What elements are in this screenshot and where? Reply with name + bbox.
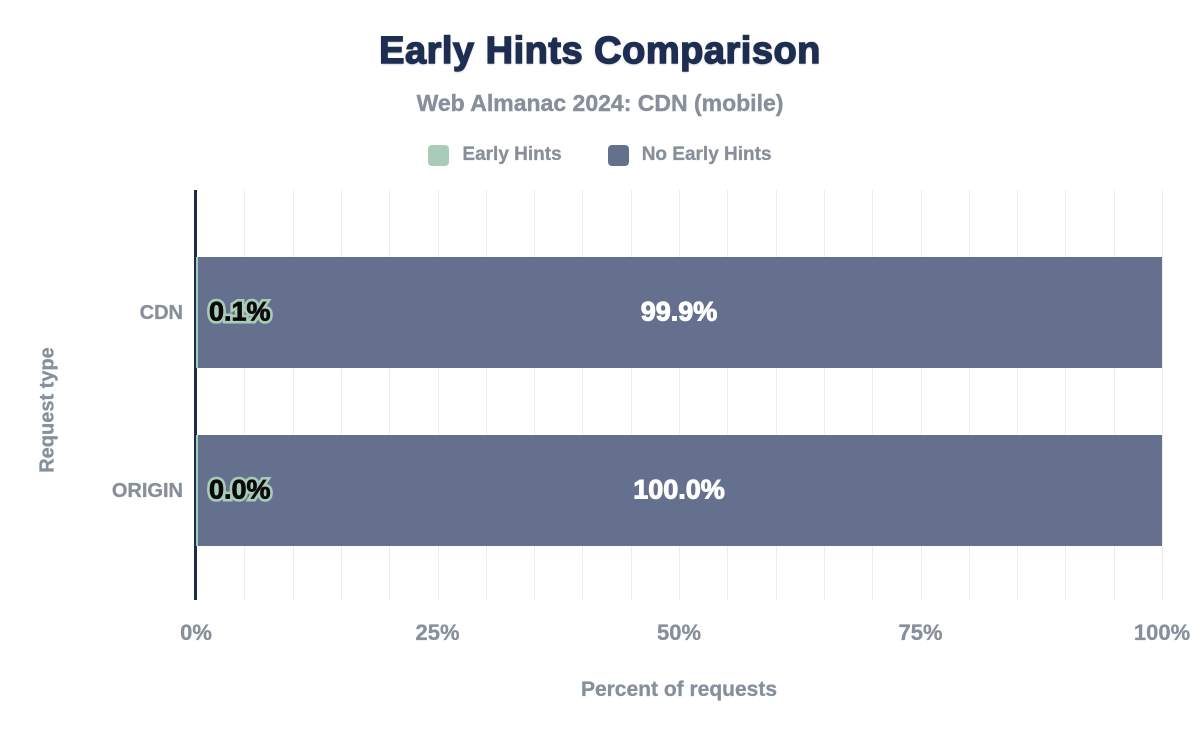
legend-label: No Early Hints [641, 144, 772, 165]
x-tick-label-50pct: 50% [656, 620, 702, 645]
gridline-90 [1065, 190, 1067, 600]
legend-swatch-icon [607, 144, 629, 166]
legend-item-early-hints: Early Hints [428, 144, 562, 166]
legend: Early Hints No Early Hints [0, 142, 1200, 168]
gridline-20 [389, 190, 391, 600]
gridline-30 [485, 190, 487, 600]
x-tick-label-100pct: 100% [1133, 620, 1191, 645]
gridline-5 [244, 190, 246, 600]
gridline-15 [340, 190, 342, 600]
y-axis-line [194, 190, 197, 600]
gridline-80 [968, 190, 970, 600]
x-tick-label-25pct: 25% [415, 620, 460, 645]
bar-row-cdn: 0.1% 99.9% [196, 257, 1162, 368]
x-tick-label-75pct: 75% [898, 620, 943, 645]
gridline-35 [534, 190, 536, 600]
plot-area: 0.1% 99.9% 0.0% 100.0% [194, 190, 1163, 600]
gridline-75 [920, 190, 922, 600]
chart-title: Early Hints Comparison [378, 29, 821, 72]
gridline-25 [437, 190, 439, 600]
legend-item-no-early-hints: No Early Hints [607, 144, 772, 166]
gridline-40 [582, 190, 584, 600]
legend-label: Early Hints [462, 144, 562, 165]
gridline-50 [679, 190, 680, 600]
gridline-100 [1162, 190, 1163, 600]
gridline-95 [1113, 190, 1115, 600]
data-label-no-early-hints: 100.0% [633, 473, 726, 504]
bar-segment-no-early-hints [198, 257, 1162, 368]
x-axis-title: Percent of requests [580, 678, 778, 701]
gridline-60 [775, 190, 777, 600]
data-label-no-early-hints: 99.9% [640, 295, 718, 326]
legend-swatch-icon [428, 144, 450, 166]
gridline-55 [727, 190, 729, 600]
gridline-10 [292, 190, 294, 600]
bar-segment-no-early-hints [198, 435, 1162, 546]
category-label-cdn: CDN [139, 301, 184, 324]
gridline-85 [1017, 190, 1019, 600]
bar-segment-early-hints [196, 257, 198, 368]
bar-row-origin: 0.0% 100.0% [196, 435, 1162, 546]
y-axis-title: Request type [36, 347, 59, 473]
bar-segment-early-hints [196, 435, 198, 546]
data-label-early-hints: 0.1% [209, 295, 271, 326]
data-label-early-hints: 0.0% [209, 473, 271, 504]
x-tick-label-0pct: 0% [180, 620, 212, 645]
gridline-70 [872, 190, 874, 600]
gridline-65 [823, 190, 825, 600]
category-label-origin: ORIGIN [111, 479, 183, 502]
gridline-45 [630, 190, 632, 600]
chart-subtitle: Web Almanac 2024: CDN (mobile) [416, 90, 784, 116]
